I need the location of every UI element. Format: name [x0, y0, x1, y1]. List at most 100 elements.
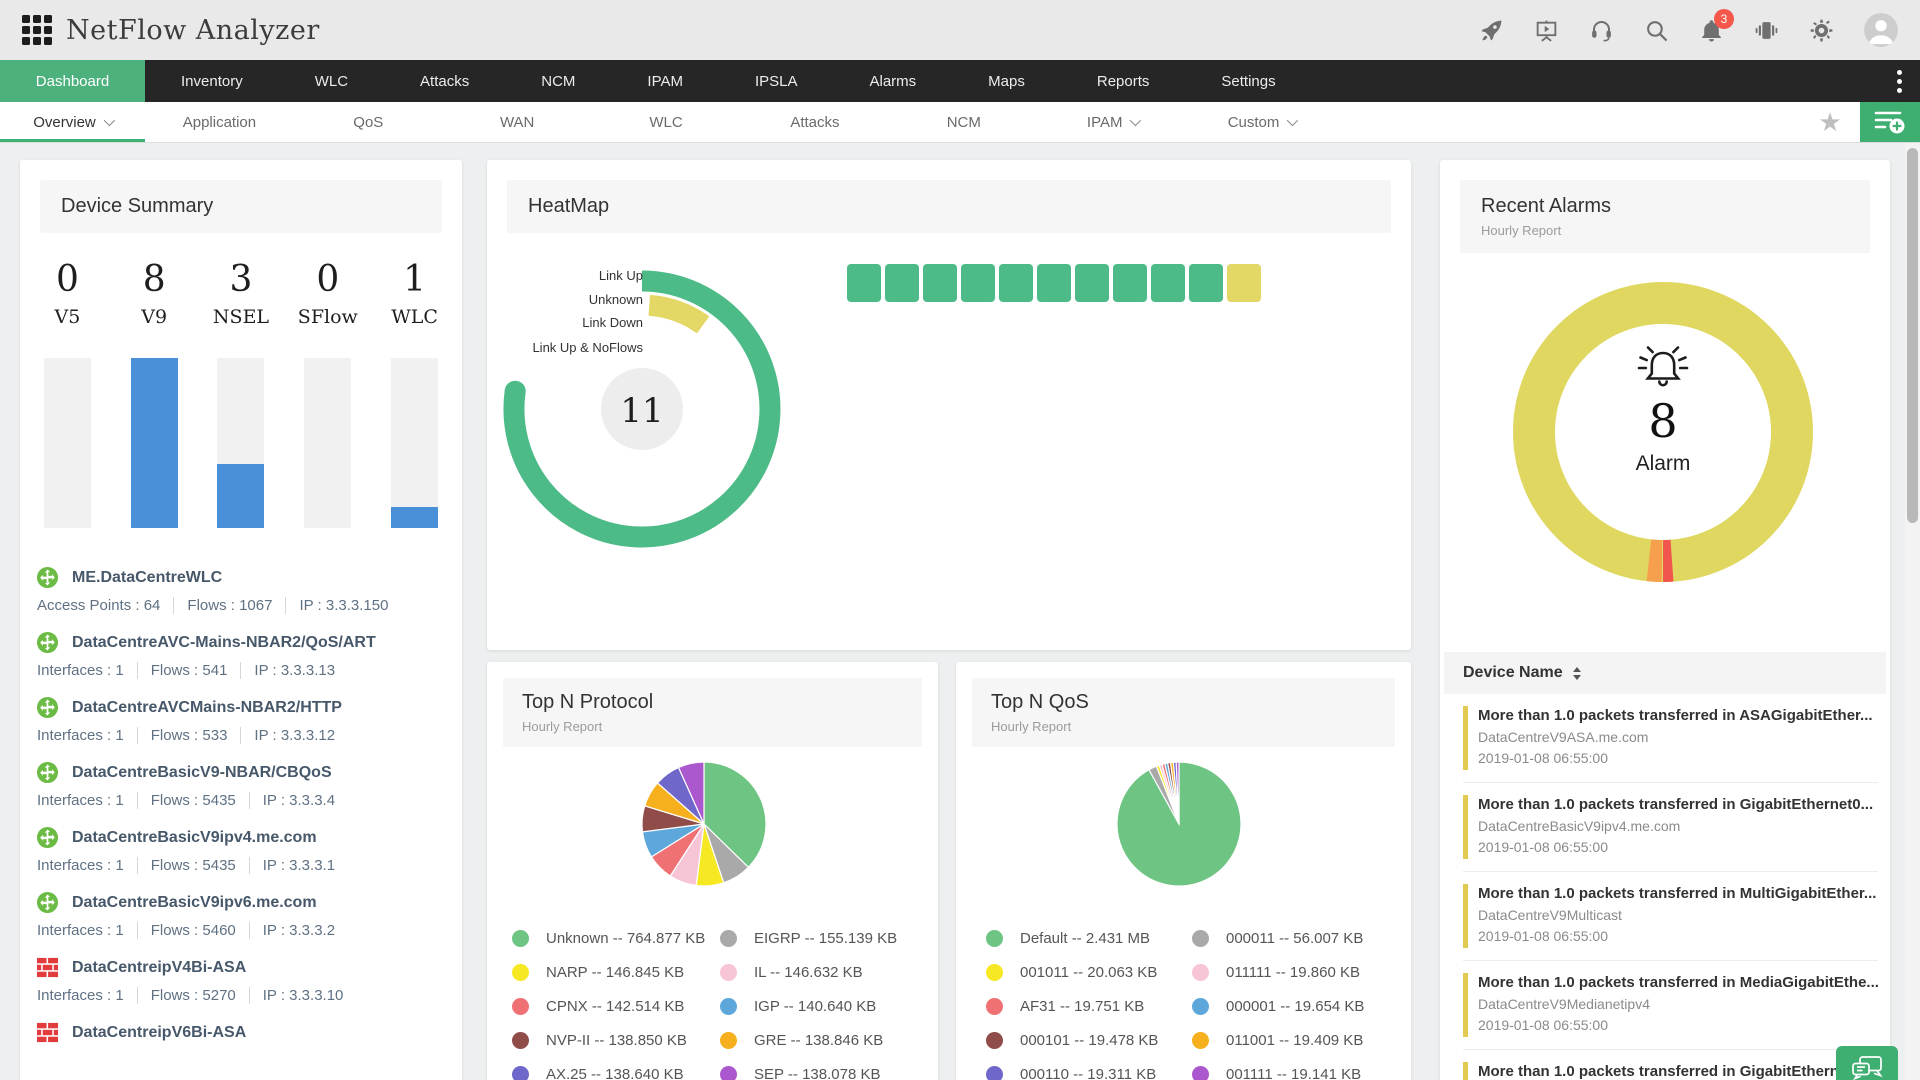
qos-legend-item[interactable]: 011001 -- 19.409 KB	[1192, 1030, 1364, 1051]
router-device-icon	[36, 891, 59, 914]
settings-gear-icon[interactable]	[1809, 18, 1834, 43]
protocol-legend-item[interactable]: GRE -- 138.846 KB	[720, 1030, 897, 1051]
device-name: DataCentreBasicV9ipv4.me.com	[72, 828, 317, 846]
alarm-row[interactable]: More than 1.0 packets transferred in ASA…	[1463, 694, 1878, 783]
subnav-item-ncm[interactable]: NCM	[889, 102, 1038, 142]
alarm-row[interactable]: More than 1.0 packets transferred in Gig…	[1463, 1050, 1878, 1080]
bar-track	[304, 358, 352, 528]
carousel-view-icon[interactable]	[1754, 18, 1779, 43]
qos-legend-item[interactable]: 001111 -- 19.141 KB	[1192, 1064, 1364, 1080]
nav-tab-alarms[interactable]: Alarms	[869, 72, 917, 90]
nav-tab-maps[interactable]: Maps	[988, 72, 1025, 90]
device-name-row[interactable]: DataCentreBasicV9-NBAR/CBQoS	[36, 761, 446, 784]
subnav-item-overview[interactable]: Overview	[0, 102, 145, 142]
subnav-item-attacks[interactable]: Attacks	[741, 102, 890, 142]
alarm-row[interactable]: More than 1.0 packets transferred in Mul…	[1463, 872, 1878, 961]
qos-legend-item[interactable]: 001011 -- 20.063 KB	[986, 962, 1192, 983]
heatmap-cell-link-up[interactable]	[961, 264, 995, 302]
protocol-legend-item[interactable]: Unknown -- 764.877 KB	[512, 928, 720, 949]
heatmap-header: HeatMap	[507, 180, 1391, 233]
heatmap-cell-link-up[interactable]	[1037, 264, 1071, 302]
legend-color-dot	[1192, 964, 1209, 981]
protocol-legend-item[interactable]: NARP -- 146.845 KB	[512, 962, 720, 983]
nav-tab-wlc[interactable]: WLC	[314, 72, 349, 90]
app-launcher-icon[interactable]	[22, 15, 52, 45]
add-dashboard-button[interactable]	[1860, 102, 1920, 142]
device-name-row[interactable]: DataCentreBasicV9ipv6.me.com	[36, 891, 446, 914]
device-name-row[interactable]: DataCentreBasicV9ipv4.me.com	[36, 826, 446, 849]
protocol-legend-item[interactable]: CPNX -- 142.514 KB	[512, 996, 720, 1017]
heatmap-ring-labels: Link Up Unknown Link Down Link Up & NoFlows	[487, 160, 643, 650]
heatmap-cell-link-up[interactable]	[1075, 264, 1109, 302]
qos-legend-item[interactable]: 000001 -- 19.654 KB	[1192, 996, 1364, 1017]
protocol-legend-item[interactable]: AX.25 -- 138.640 KB	[512, 1064, 720, 1080]
headset-icon[interactable]	[1589, 18, 1614, 43]
device-info-segment: Interfaces : 1	[37, 662, 124, 679]
heatmap-cell-link-up[interactable]	[923, 264, 957, 302]
nav-tab-ipam[interactable]: IPAM	[647, 72, 683, 90]
device-name-row[interactable]: DataCentreAVCMains-NBAR2/HTTP	[36, 696, 446, 719]
alarm-row[interactable]: More than 1.0 packets transferred in Med…	[1463, 961, 1878, 1050]
nav-tab-reports[interactable]: Reports	[1096, 72, 1150, 90]
search-icon[interactable]	[1644, 18, 1669, 43]
device-list-item: DataCentreBasicV9ipv4.me.com Interfaces :…	[36, 826, 446, 874]
heatmap-cell-link-up[interactable]	[999, 264, 1033, 302]
protocol-legend-item[interactable]: SEP -- 138.078 KB	[720, 1064, 897, 1080]
qos-legend-item[interactable]: AF31 -- 19.751 KB	[986, 996, 1192, 1017]
device-name-row[interactable]: DataCentreipV6Bi-ASA	[36, 1021, 446, 1044]
qos-legend-item[interactable]: 000101 -- 19.478 KB	[986, 1030, 1192, 1051]
subnav-item-wan[interactable]: WAN	[443, 102, 592, 142]
qos-legend-item[interactable]: 000011 -- 56.007 KB	[1192, 928, 1364, 949]
subnav-item-qos[interactable]: QoS	[294, 102, 443, 142]
favorite-star-icon[interactable]: ★	[1818, 106, 1842, 137]
device-name: DataCentreBasicV9-NBAR/CBQoS	[72, 763, 332, 781]
nav-tab-ncm[interactable]: NCM	[541, 72, 576, 90]
subnav-item-ipam[interactable]: IPAM	[1038, 102, 1187, 142]
heatmap-cell-link-up[interactable]	[847, 264, 881, 302]
device-name-sort-header[interactable]: Device Name	[1444, 652, 1886, 694]
feedback-chat-button[interactable]	[1836, 1046, 1898, 1080]
device-info-row: Interfaces : 1 Flows : 5460 IP : 3.3.3.2	[36, 922, 446, 939]
legend-label: Unknown -- 764.877 KB	[546, 930, 706, 947]
qos-legend-item[interactable]: 011111 -- 19.860 KB	[1192, 962, 1364, 983]
nav-tab-dashboard[interactable]: Dashboard	[0, 60, 145, 102]
subnav-item-custom[interactable]: Custom	[1187, 102, 1336, 142]
legend-color-dot	[720, 998, 737, 1015]
subnav-item-application[interactable]: Application	[145, 102, 294, 142]
nav-tab-inventory[interactable]: Inventory	[181, 72, 243, 90]
heatmap-cell-link-up[interactable]	[885, 264, 919, 302]
presentation-icon[interactable]	[1534, 18, 1559, 43]
nav-overflow-menu-icon[interactable]	[1878, 60, 1920, 102]
device-name-row[interactable]: DataCentreAVC-Mains-NBAR2/QoS/ART	[36, 631, 446, 654]
qos-legend-item[interactable]: 000110 -- 19.311 KB	[986, 1064, 1192, 1080]
device-name-row[interactable]: ME.DataCentreWLC	[36, 566, 446, 589]
alarm-title: More than 1.0 packets transferred in ASA…	[1478, 707, 1873, 724]
protocol-legend-item[interactable]: EIGRP -- 155.139 KB	[720, 928, 897, 949]
user-avatar[interactable]	[1864, 13, 1898, 47]
scrollbar-thumb[interactable]	[1907, 148, 1918, 523]
device-name-row[interactable]: DataCentreipV4Bi-ASA	[36, 956, 446, 979]
alarm-row[interactable]: More than 1.0 packets transferred in Gig…	[1463, 783, 1878, 872]
device-list-item: DataCentreAVC-Mains-NBAR2/QoS/ART Interfa…	[36, 631, 446, 679]
heatmap-cell-link-up[interactable]	[1189, 264, 1223, 302]
legend-label: 000101 -- 19.478 KB	[1020, 1032, 1159, 1049]
qos-legend-item[interactable]: Default -- 2.431 MB	[986, 928, 1192, 949]
protocol-legend-item[interactable]: NVP-II -- 138.850 KB	[512, 1030, 720, 1051]
nav-tab-attacks[interactable]: Attacks	[420, 72, 470, 90]
alarm-device: DataCentreBasicV9ipv4.me.com	[1478, 818, 1681, 834]
notification-badge[interactable]: 3	[1714, 8, 1734, 29]
legend-color-dot	[512, 964, 529, 981]
nav-tab-ipsla[interactable]: IPSLA	[754, 72, 798, 90]
nav-tab-settings[interactable]: Settings	[1221, 72, 1276, 90]
heatmap-cell-link-up[interactable]	[1113, 264, 1147, 302]
protocol-legend-item[interactable]: IL -- 146.632 KB	[720, 962, 897, 983]
subnav-item-wlc[interactable]: WLC	[592, 102, 741, 142]
bar-track	[43, 358, 91, 528]
heatmap-cell-link-up[interactable]	[1151, 264, 1185, 302]
protocol-legend-item[interactable]: IGP -- 140.640 KB	[720, 996, 897, 1017]
qos-slice-001111	[1175, 761, 1180, 825]
alarm-timestamp: 2019-01-08 06:55:00	[1478, 750, 1608, 766]
heatmap-cell-unknown[interactable]	[1227, 264, 1261, 302]
rocket-icon[interactable]	[1479, 18, 1504, 43]
alarm-timestamp: 2019-01-08 06:55:00	[1478, 928, 1608, 944]
